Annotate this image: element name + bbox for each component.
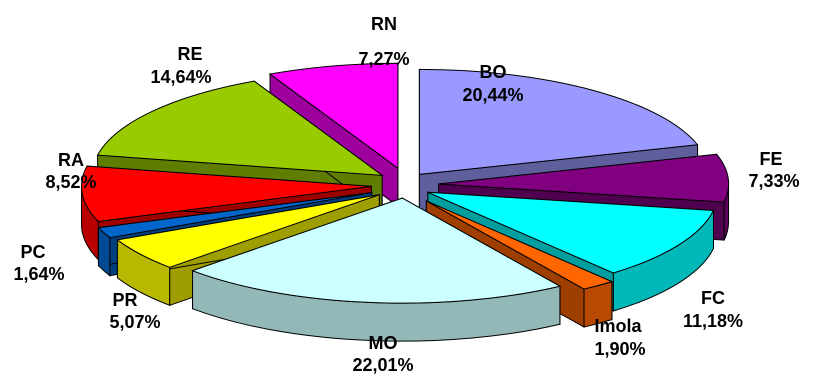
pie-labels: BO 20,44% FE 7,33% FC 11,18% Imola 1,90%… — [13, 14, 799, 374]
slice-name-label-fc: FC — [701, 288, 725, 308]
slice-value-label-fe: 7,33% — [748, 171, 799, 191]
slice-name-label-rn: RN — [371, 14, 397, 34]
pie-slice-top-pr — [116, 194, 380, 268]
slice-name-label-bo: BO — [480, 62, 507, 82]
pie-slice-top-fc — [427, 191, 715, 274]
pie-slice-top-mo — [191, 197, 562, 304]
slice-value-label-pc: 1,64% — [13, 264, 64, 284]
slice-name-label-imola: Imola — [594, 316, 642, 336]
slice-value-label-mo: 22,01% — [352, 355, 413, 374]
pie-slice-mo — [191, 197, 562, 342]
slice-name-label-re: RE — [177, 44, 202, 64]
slice-value-label-fc: 11,18% — [683, 311, 743, 331]
pie-slice-top-rn — [268, 62, 399, 170]
pie-slice-top-re — [96, 80, 384, 176]
slice-name-label-fe: FE — [759, 149, 782, 169]
pie-slice-top-ra — [80, 165, 372, 223]
slice-value-label-rn: 7,27% — [358, 49, 409, 69]
slice-value-label-pr: 5,07% — [109, 312, 160, 332]
slice-value-label-re: 14,64% — [150, 67, 211, 87]
slice-name-label-mo: MO — [369, 333, 398, 353]
pie-slices — [80, 62, 730, 342]
pie-slice-top-fe — [438, 153, 730, 203]
pie-slice-top-pc — [97, 192, 372, 239]
slice-name-label-pc: PC — [20, 242, 45, 262]
slice-value-label-imola: 1,90% — [594, 339, 645, 359]
slice-value-label-bo: 20,44% — [462, 85, 523, 105]
slice-name-label-ra: RA — [58, 150, 84, 170]
pie-slice-top-bo — [418, 68, 699, 175]
slice-name-label-pr: PR — [112, 290, 137, 310]
pie-slice-top-imola — [426, 200, 614, 290]
slice-value-label-ra: 8,52% — [45, 172, 96, 192]
